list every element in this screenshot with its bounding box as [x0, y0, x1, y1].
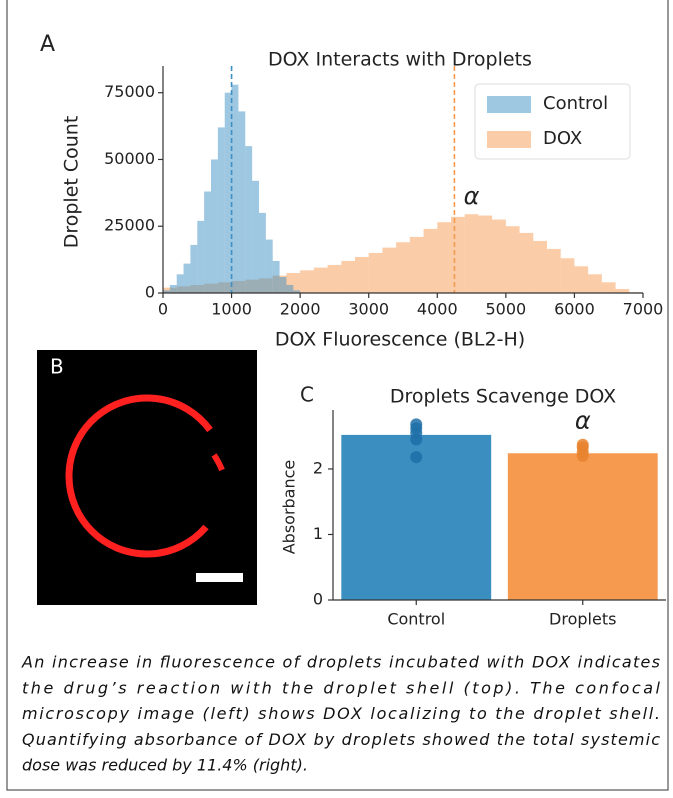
histogram-bar: [574, 266, 588, 293]
x-tick-label: 7000: [623, 300, 664, 319]
histogram-bar: [478, 216, 492, 293]
x-tick-label: 6000: [554, 300, 595, 319]
y-tick-label: 50000: [104, 149, 155, 168]
histogram-bar: [218, 127, 225, 293]
histogram-bar: [616, 289, 630, 293]
histogram-bar: [533, 241, 547, 293]
x-tick-label: 4000: [417, 300, 458, 319]
histogram-bar: [410, 237, 424, 293]
histogram-bar: [396, 242, 410, 293]
histogram-bar: [266, 240, 273, 293]
histogram-bar: [341, 261, 355, 293]
caption-line: dose was reduced by 11.4% (right).: [22, 756, 308, 775]
histogram-bar: [369, 253, 383, 293]
panel-label: C: [300, 383, 314, 407]
histogram-bar: [204, 192, 211, 293]
histogram-bar: [300, 270, 314, 293]
histogram-bar: [232, 85, 239, 293]
y-tick-label: 2: [313, 458, 323, 477]
data-point: [410, 451, 422, 463]
histogram-bar: [506, 226, 520, 293]
histogram-bar: [355, 257, 369, 293]
legend-swatch: [487, 131, 531, 148]
histogram-bar: [314, 268, 328, 293]
histogram-bar: [245, 146, 252, 293]
x-tick-label: 5000: [485, 300, 526, 319]
x-tick-label: 2000: [280, 300, 321, 319]
data-point: [410, 433, 422, 445]
histogram-bar: [588, 274, 602, 293]
histogram-bar: [602, 282, 616, 293]
histogram-bar: [382, 248, 396, 293]
x-tick-label: Droplets: [549, 610, 616, 629]
histogram-bar: [547, 249, 561, 293]
panel-label: A: [40, 32, 55, 57]
bar: [508, 453, 658, 600]
x-tick-label: 0: [158, 300, 168, 319]
histogram-bar: [561, 258, 575, 293]
caption-line: the drug’s reaction with the droplet she…: [22, 678, 661, 697]
scale-bar: [196, 573, 243, 582]
histogram-bar: [177, 274, 184, 293]
histogram-bar: [225, 93, 232, 293]
histogram-bar: [465, 214, 479, 293]
y-tick-label: 1: [313, 524, 323, 543]
histogram-bar: [211, 159, 218, 293]
histogram-bar: [286, 285, 293, 293]
caption-line: Quantifying absorbance of DOX by droplet…: [22, 730, 660, 749]
histogram-bar: [170, 285, 177, 293]
histogram-bar: [451, 217, 465, 293]
legend-swatch: [487, 96, 531, 113]
histogram-bar: [424, 229, 438, 293]
x-tick-label: Control: [387, 610, 445, 629]
histogram-bar: [184, 264, 191, 293]
histogram-bar: [238, 111, 245, 293]
legend-label: DOX: [543, 128, 582, 149]
chart-title: Droplets Scavenge DOX: [390, 386, 616, 408]
y-tick-label: 0: [313, 590, 323, 609]
panel-label: B: [50, 355, 64, 379]
y-axis-label: Absorbance: [280, 460, 299, 555]
x-tick-label: 1000: [211, 300, 252, 319]
caption-line: An increase in fluorescence of droplets …: [21, 653, 660, 672]
data-point: [577, 450, 589, 462]
y-tick-label: 25000: [104, 216, 155, 235]
histogram-bar: [437, 222, 451, 293]
legend-label: Control: [543, 93, 608, 114]
histogram-bar: [492, 220, 506, 293]
x-axis-label: DOX Fluorescence (BL2-H): [275, 329, 525, 351]
x-tick-label: 3000: [348, 300, 389, 319]
caption-line: microscopy image (left) shows DOX locali…: [22, 704, 660, 723]
y-tick-label: 75000: [104, 82, 155, 101]
histogram-bar: [280, 277, 287, 293]
histogram-bar: [190, 245, 197, 293]
annotation: α: [464, 182, 480, 210]
annotation: α: [575, 407, 591, 435]
microscopy-image: B: [37, 350, 257, 605]
histogram-bar: [197, 221, 204, 293]
histogram-bar: [328, 265, 342, 293]
chart-title: DOX Interacts with Droplets: [268, 49, 532, 71]
histogram-bar: [259, 213, 266, 293]
y-tick-label: 0: [145, 283, 155, 302]
histogram-bar: [252, 181, 259, 293]
histogram-bar: [520, 233, 534, 293]
y-axis-label: Droplet Count: [61, 116, 83, 249]
histogram-bar: [273, 261, 280, 293]
figure: B A DOX Interacts with Droplets DOX Fluore…: [0, 0, 673, 798]
